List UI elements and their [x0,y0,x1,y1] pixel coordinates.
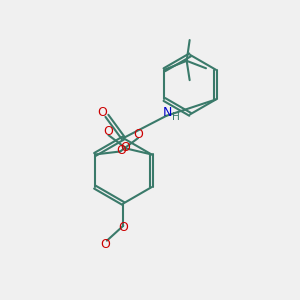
Text: O: O [118,221,128,234]
Text: N: N [163,106,172,119]
Text: O: O [98,106,107,119]
Text: O: O [103,125,113,138]
Text: H: H [172,112,180,122]
Text: O: O [133,128,143,141]
Text: O: O [120,140,130,154]
Text: O: O [100,238,110,251]
Text: O: O [117,143,127,157]
